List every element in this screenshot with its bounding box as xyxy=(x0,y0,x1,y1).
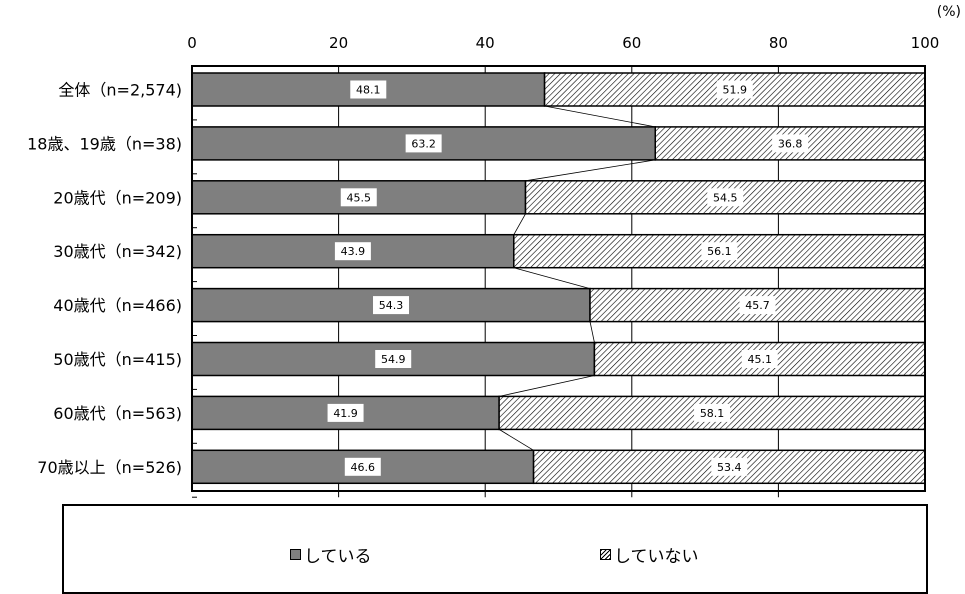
category-label: 30歳代（n=342) xyxy=(53,242,182,261)
value-label-bg xyxy=(344,457,381,476)
value-label-not-doing: 58.1 xyxy=(700,407,725,420)
connector-line xyxy=(498,429,534,451)
legend-swatch-doing xyxy=(290,549,301,560)
legend-item-doing: している xyxy=(290,542,372,567)
x-tick-label: 40 xyxy=(476,34,495,52)
value-label-bg xyxy=(707,188,744,207)
connector-line xyxy=(525,159,656,182)
value-label-bg xyxy=(373,296,410,315)
plot-frame xyxy=(191,65,926,492)
value-label-bg xyxy=(739,296,776,315)
value-label-bg xyxy=(711,457,748,476)
value-label-doing: 48.1 xyxy=(356,84,381,97)
connector-lines xyxy=(498,105,656,451)
legend: している していない xyxy=(62,504,928,594)
category-label: 全体（n=2,574) xyxy=(58,81,182,100)
unit-label: (%) xyxy=(937,4,961,20)
connector-line xyxy=(513,213,526,235)
category-label: 70歳以上（n=526) xyxy=(37,458,182,477)
legend-item-not-doing: していない xyxy=(600,542,699,567)
value-label-bg xyxy=(694,403,731,422)
connector-line xyxy=(499,375,595,397)
value-label-not-doing: 36.8 xyxy=(778,137,803,150)
value-label-bg xyxy=(405,134,442,153)
category-label: 20歳代（n=209) xyxy=(53,188,182,207)
value-label-bg xyxy=(350,80,387,99)
value-label-doing: 46.6 xyxy=(351,461,376,474)
value-label-bg xyxy=(334,242,371,261)
category-labels: 全体（n=2,574) 18歳、19歳（n=38) 20歳代（n=209) 30歳代（… xyxy=(27,81,182,477)
x-axis-ticks: 0 20 40 60 80 100 xyxy=(187,34,940,498)
value-label-bg xyxy=(741,350,778,368)
x-tick-label: 20 xyxy=(329,34,348,52)
x-tick-label: 100 xyxy=(911,34,940,52)
value-label-not-doing: 53.4 xyxy=(717,461,742,474)
value-label-not-doing: 51.9 xyxy=(723,84,748,97)
x-tick-label: 0 xyxy=(187,34,197,52)
value-label-not-doing: 45.1 xyxy=(747,353,772,366)
bars: 48.1 51.9 63.2 36.8 45.5 54.5 43.9 56.1 54.3 45.7… xyxy=(191,72,926,485)
value-label-doing: 43.9 xyxy=(341,245,366,258)
value-label-bg xyxy=(716,80,753,99)
x-tick-label: 60 xyxy=(622,34,641,52)
value-label-bg xyxy=(375,350,412,368)
value-label-bg xyxy=(772,134,809,153)
value-label-doing: 41.9 xyxy=(333,407,358,420)
legend-swatch-not-doing xyxy=(600,549,611,560)
connector-line xyxy=(589,321,595,343)
value-label-not-doing: 56.1 xyxy=(707,245,732,258)
legend-label-not-doing: していない xyxy=(614,547,699,567)
category-label: 18歳、19歳（n=38) xyxy=(27,134,182,153)
bar-not-doing xyxy=(498,395,926,431)
category-label: 60歳代（n=563) xyxy=(53,404,182,423)
legend-label-doing: している xyxy=(304,547,372,567)
value-label-not-doing: 45.7 xyxy=(745,299,770,312)
value-label-bg xyxy=(340,188,377,207)
value-label-doing: 45.5 xyxy=(347,191,372,204)
value-label-not-doing: 54.5 xyxy=(713,191,738,204)
connector-line xyxy=(513,267,591,289)
category-label: 40歳代（n=466) xyxy=(53,296,182,315)
value-label-doing: 63.2 xyxy=(411,137,436,150)
x-tick-label: 80 xyxy=(769,34,788,52)
value-label-bg xyxy=(701,242,738,261)
value-label-doing: 54.9 xyxy=(381,353,406,366)
category-label: 50歳代（n=415) xyxy=(53,350,182,369)
value-label-doing: 54.3 xyxy=(379,299,404,312)
value-label-bg xyxy=(327,403,364,422)
stacked-bar-chart: (%) 0 20 40 60 80 100 48.1 51.9 63.2 36.8 45.5 54.… xyxy=(27,4,961,498)
connector-line xyxy=(544,105,656,128)
